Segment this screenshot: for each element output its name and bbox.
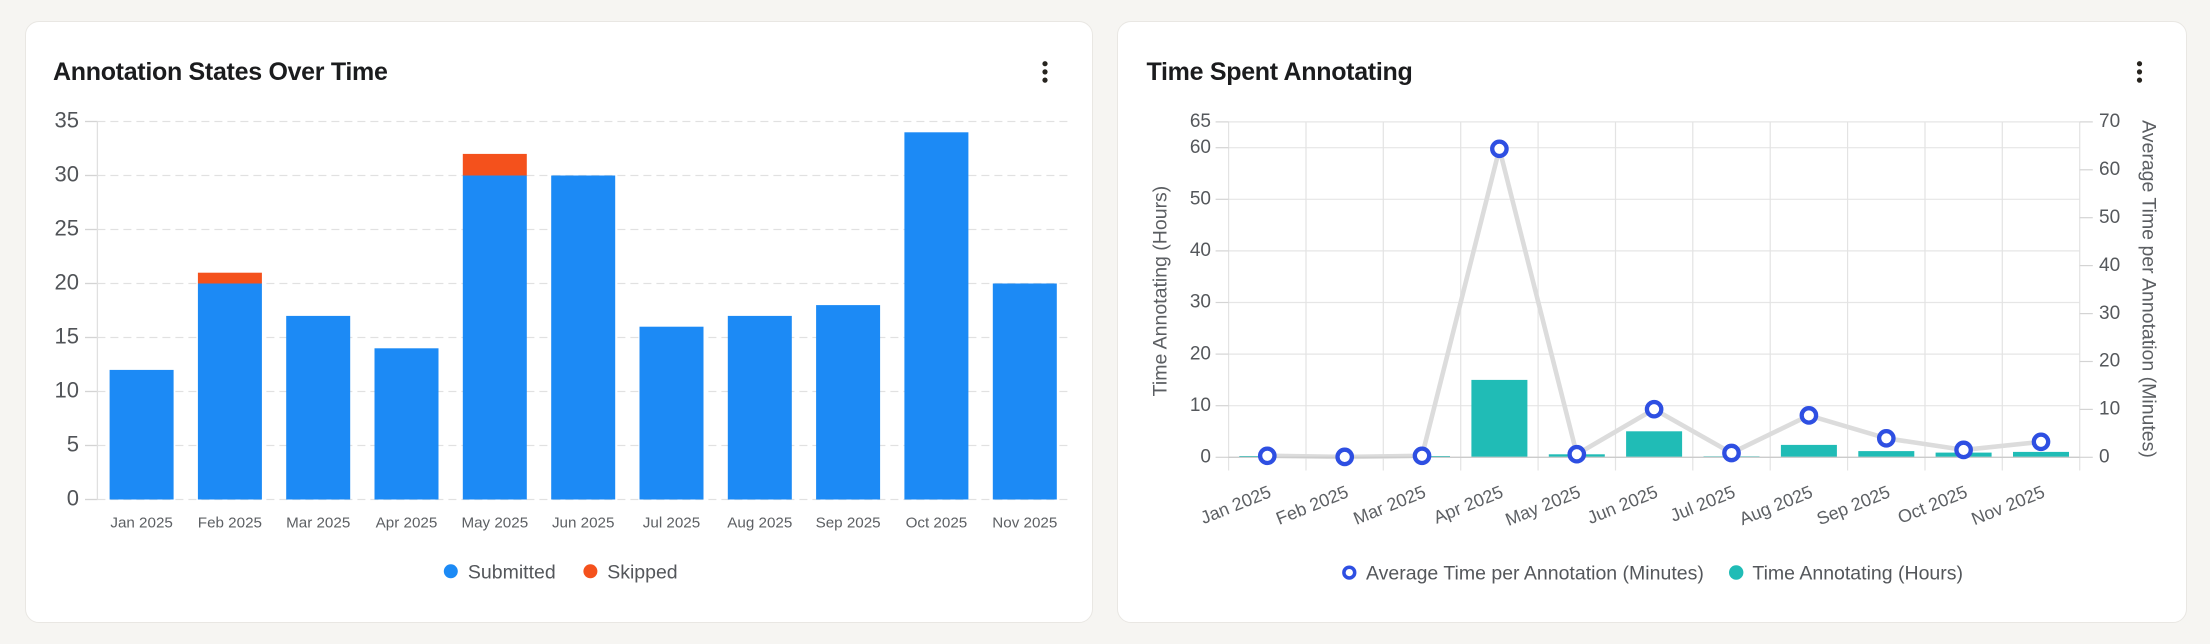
svg-text:30: 30	[55, 162, 79, 187]
svg-text:Feb 2025: Feb 2025	[1273, 482, 1351, 529]
svg-text:Time Annotating (Hours): Time Annotating (Hours)	[1150, 186, 1172, 397]
svg-text:15: 15	[55, 324, 79, 349]
svg-text:25: 25	[55, 216, 79, 241]
svg-text:10: 10	[1190, 395, 1211, 416]
svg-text:Sep 2025: Sep 2025	[1814, 482, 1893, 529]
svg-text:60: 60	[1190, 137, 1211, 158]
svg-text:20: 20	[2099, 351, 2120, 372]
svg-text:May 2025: May 2025	[461, 515, 528, 532]
svg-text:5: 5	[67, 432, 79, 457]
svg-text:0: 0	[2099, 447, 2110, 468]
svg-text:Jul 2025: Jul 2025	[643, 515, 700, 532]
svg-text:Average Time per Annotation (M: Average Time per Annotation (Minutes)	[2138, 120, 2160, 458]
svg-text:10: 10	[55, 378, 79, 403]
svg-text:50: 50	[1190, 189, 1211, 210]
svg-text:Apr 2025: Apr 2025	[1431, 482, 1506, 528]
svg-text:Sep 2025: Sep 2025	[816, 515, 881, 532]
svg-text:Nov 2025: Nov 2025	[1969, 482, 2048, 529]
svg-text:30: 30	[2099, 303, 2120, 324]
svg-text:Jan 2025: Jan 2025	[110, 515, 173, 532]
svg-text:Annotation States Over Time: Annotation States Over Time	[53, 58, 388, 86]
svg-text:Jun 2025: Jun 2025	[1584, 482, 1660, 528]
svg-text:Aug 2025: Aug 2025	[1736, 482, 1815, 529]
svg-text:Jun 2025: Jun 2025	[552, 515, 615, 532]
svg-text:30: 30	[1190, 292, 1211, 313]
svg-text:Average Time per Annotation (M: Average Time per Annotation (Minutes)	[1366, 563, 1704, 585]
svg-text:Time Spent Annotating: Time Spent Annotating	[1147, 58, 1413, 86]
svg-text:Skipped: Skipped	[607, 562, 677, 584]
svg-text:Mar 2025: Mar 2025	[286, 515, 350, 532]
svg-text:65: 65	[1190, 111, 1211, 132]
svg-text:50: 50	[2099, 207, 2120, 228]
svg-text:May 2025: May 2025	[1503, 482, 1584, 530]
svg-text:10: 10	[2099, 399, 2120, 420]
svg-text:Oct 2025: Oct 2025	[1895, 482, 1970, 528]
svg-text:Nov 2025: Nov 2025	[992, 515, 1057, 532]
svg-text:Oct 2025: Oct 2025	[906, 515, 968, 532]
svg-text:0: 0	[1200, 447, 1211, 468]
svg-text:35: 35	[55, 108, 79, 133]
svg-text:20: 20	[1190, 343, 1211, 364]
svg-text:60: 60	[2099, 159, 2120, 180]
svg-text:Mar 2025: Mar 2025	[1350, 482, 1428, 529]
svg-text:Submitted: Submitted	[468, 562, 556, 584]
svg-text:Jul 2025: Jul 2025	[1667, 482, 1738, 526]
svg-text:40: 40	[2099, 255, 2120, 276]
svg-text:70: 70	[2099, 111, 2120, 132]
svg-text:Aug 2025: Aug 2025	[727, 515, 792, 532]
svg-text:20: 20	[55, 270, 79, 295]
svg-text:40: 40	[1190, 240, 1211, 261]
svg-text:0: 0	[67, 486, 79, 511]
svg-text:Time Annotating (Hours): Time Annotating (Hours)	[1752, 563, 1963, 585]
svg-text:Apr 2025: Apr 2025	[376, 515, 438, 532]
svg-text:Feb 2025: Feb 2025	[198, 515, 262, 532]
svg-text:Jan 2025: Jan 2025	[1198, 482, 1274, 528]
